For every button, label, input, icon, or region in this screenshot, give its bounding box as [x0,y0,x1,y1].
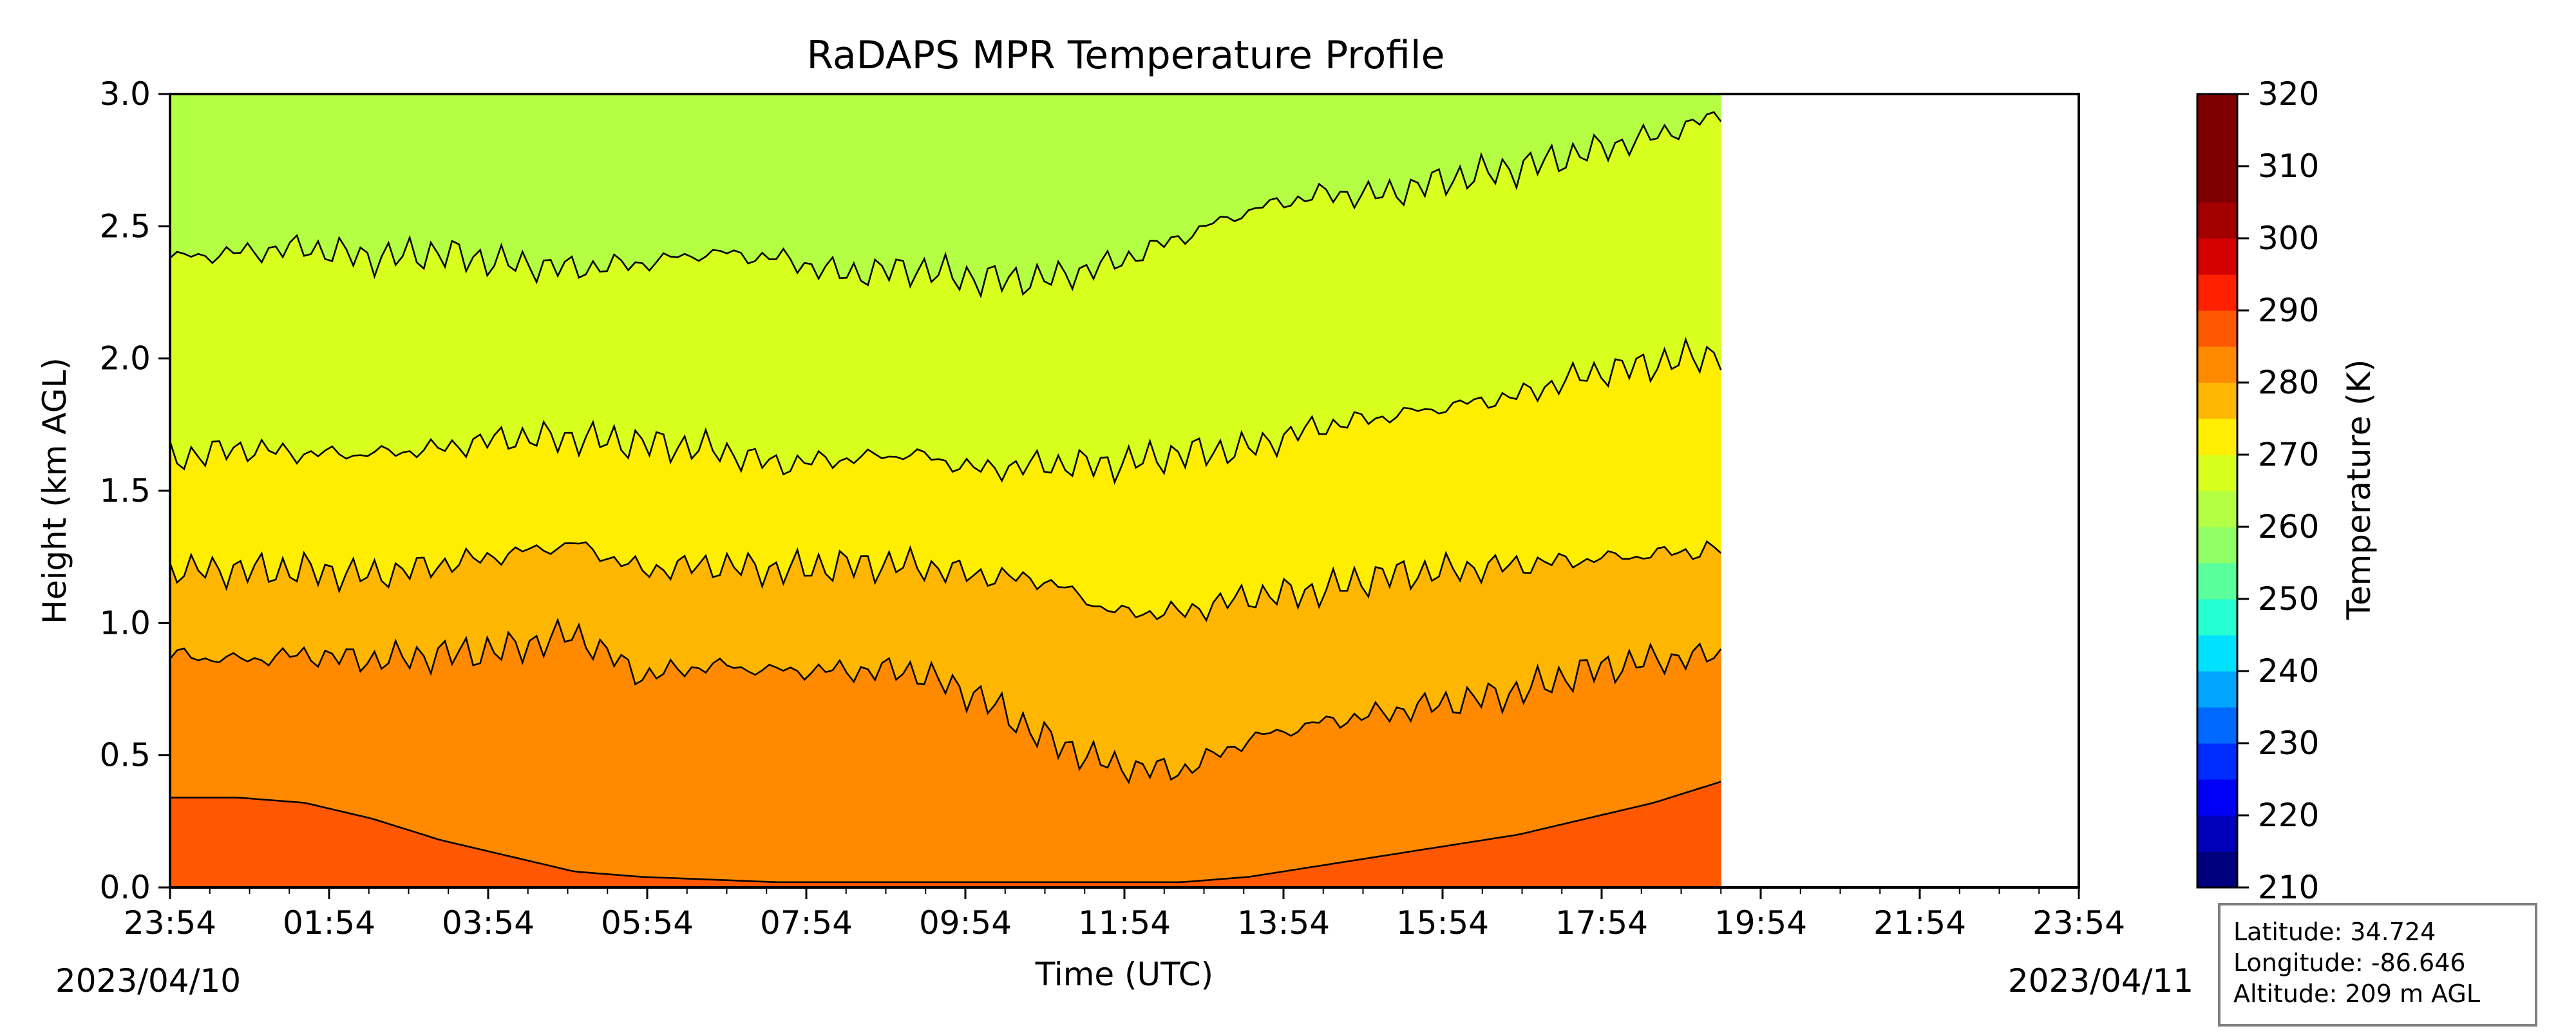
chart-title: RaDAPS MPR Temperature Profile [806,33,1444,78]
station-info-frame [2218,903,2537,1027]
x-tick-label: 23:54 [124,904,216,942]
colorbar [2196,93,2239,889]
y-tick-label: 0.5 [99,737,151,774]
x-axis-label: Time (UTC) [1035,956,1213,993]
y-tick-label: 1.5 [99,472,151,509]
y-tick-label: 2.0 [99,340,151,377]
station-altitude: Altitude: 209 m AGL [2233,980,2480,1008]
x-tick-label: 23:54 [2032,904,2125,942]
isotherm-270 [169,337,1722,485]
colorbar-segment [2197,238,2237,275]
colorbar-segment [2197,563,2237,600]
isotherm-285 [170,781,1721,884]
colorbar-segment [2197,707,2237,744]
x-tick-label: 15:54 [1396,904,1489,942]
colorbar-segment [2197,94,2237,131]
colorbar-axis: 210 220 230 240 250 260 270 280 290 300 310 320 [2237,75,2319,906]
colorbar-segment [2197,310,2237,347]
colorbar-tick-label: 310 [2258,147,2319,185]
isotherm-265 [169,111,1722,299]
colorbar-segment [2197,527,2237,564]
colorbar-segment [2197,635,2237,672]
colorbar-tick-label: 320 [2258,75,2319,113]
colorbar-frame [2196,93,2239,889]
colorbar-tick-label: 300 [2258,220,2319,257]
station-latitude: Latitude: 34.724 [2233,918,2436,946]
y-tick-label: 0.0 [99,869,151,906]
x-tick-label: 05:54 [601,904,694,942]
colorbar-segment [2197,419,2237,455]
x-tick-label: 03:54 [442,904,535,942]
isotherm-280 [169,617,1722,784]
colorbar-segment [2197,851,2237,888]
colorbar-segment [2197,274,2237,311]
x-tick-label: 21:54 [1873,904,1966,942]
y-axis-label: Height (km AGL) [36,357,73,624]
colorbar-segment [2197,383,2237,419]
colorbar-segment [2197,671,2237,708]
colorbar-segment [2197,130,2237,167]
colorbar-label: Temperature (K) [2340,359,2378,620]
colorbar-segment [2197,599,2237,636]
x-tick-label: 11:54 [1078,904,1171,942]
colorbar-segment [2197,166,2237,203]
station-info-box: Latitude: 34.724 Longitude: -86.646 Alti… [2218,903,2537,1027]
x-tick-label: 13:54 [1237,904,1330,942]
isotherm-contours [169,111,1722,884]
colorbar-tick-label: 280 [2258,364,2319,401]
colorbar-segment [2197,202,2237,239]
colorbar-tick-label: 210 [2258,869,2319,906]
x-tick-label: 17:54 [1555,904,1648,942]
y-axis: 0.0 0.5 1.0 1.5 2.0 2.5 3.0 [99,75,170,906]
colorbar-segment [2197,743,2237,780]
colorbar-tick-label: 230 [2258,725,2319,762]
colorbar-tick-label: 250 [2258,580,2319,618]
colorbar-tick-label: 220 [2258,797,2319,834]
y-tick-label: 2.5 [99,207,151,245]
colorbar-segment [2197,815,2237,852]
colorbar-segment [2197,455,2237,491]
colorbar-tick-label: 260 [2258,508,2319,545]
colorbar-segment [2197,491,2237,527]
colorbar-segment [2197,779,2237,816]
temperature-field [169,93,1721,888]
y-tick-label: 1.0 [99,604,151,641]
station-longitude: Longitude: -86.646 [2233,949,2466,977]
x-tick-label: 01:54 [283,904,375,942]
start-date-label: 2023/04/10 [55,962,241,1000]
isotherm-275 [169,540,1722,623]
colorbar-tick-label: 270 [2258,436,2319,473]
colorbar-segment [2197,346,2237,383]
colorbar-tick-label: 240 [2258,652,2319,690]
end-date-label: 2023/04/11 [2008,962,2193,1000]
colorbar-tick-label: 290 [2258,292,2319,329]
x-axis: 23:54 01:54 03:54 05:54 07:54 09:54 11:54 13:54… [124,887,2125,942]
y-tick-label: 3.0 [99,75,151,113]
x-tick-label: 19:54 [1714,904,1807,942]
x-tick-label: 09:54 [919,904,1012,942]
x-tick-label: 07:54 [760,904,853,942]
